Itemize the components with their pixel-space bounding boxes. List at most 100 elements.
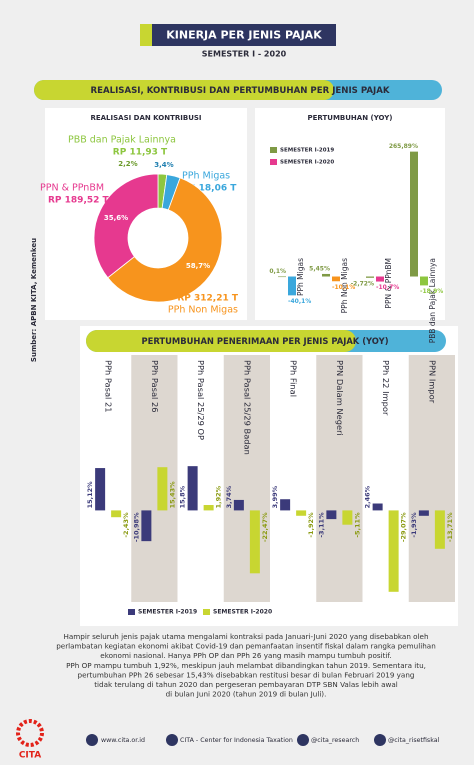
category-label: PPh Pasal 26 (150, 360, 160, 413)
category-label: PPh Pasal 25/29 Badan (242, 360, 252, 455)
column-stripe (223, 355, 270, 602)
bar (376, 276, 384, 282)
instagram-icon (374, 734, 386, 746)
bar (95, 468, 106, 511)
category-label: PPN & PPnBM (384, 258, 393, 309)
category-label: PPN Impor (427, 360, 437, 404)
paragraph-line: tidak terulang di tahun 2020 dan pergese… (94, 680, 398, 689)
bar (280, 499, 291, 511)
bar (372, 503, 383, 511)
bar (388, 510, 399, 592)
legend-swatch (270, 159, 277, 165)
value-label: -40,1% (288, 298, 311, 305)
pie-slice (93, 173, 159, 279)
category-label: PPh Pasal 25/29 OP (196, 360, 206, 440)
category-label: PPh Pasal 21 (104, 360, 114, 413)
bar (296, 510, 307, 516)
value-label: -5,11% (353, 512, 361, 538)
column-stripe (131, 355, 178, 602)
section-pill-accent (34, 80, 334, 100)
paragraph-line: di bulan Juni 2020 (tahun 2019 di bulan … (166, 690, 327, 699)
slice-name: PBB dan Pajak Lainnya (68, 135, 176, 146)
category-label: PPN Dalam Negeri (335, 360, 345, 436)
category-label: PPh Non Migas (340, 258, 349, 313)
value-label: 3,74% (225, 485, 233, 508)
slice-percent: 58,7% (186, 262, 210, 270)
chart-title: PERTUMBUHAN PENERIMAAN PER JENIS PAJAK (… (141, 336, 388, 346)
bar (187, 466, 198, 511)
value-label: 3,99% (271, 485, 279, 508)
chart-title: REALISASI DAN KONTRIBUSI (90, 114, 201, 122)
bar (332, 276, 340, 282)
bar (410, 151, 418, 277)
category-label: PBB dan Pajak Lainnya (428, 258, 437, 343)
value-label: -22,47% (261, 512, 269, 542)
bar (141, 510, 152, 542)
bar (322, 273, 330, 277)
header-ribbon (152, 24, 336, 46)
bar (203, 505, 214, 511)
bar (434, 510, 445, 549)
logo-mark (16, 719, 44, 747)
value-label: 1,92% (215, 485, 223, 508)
chart-title: PERTUMBUHAN (YOY) (308, 114, 393, 122)
slice-percent: 35,6% (104, 214, 128, 222)
value-label: -10,7% (376, 284, 399, 291)
bar (278, 276, 286, 278)
slice-name: PPN & PPnBM (40, 183, 104, 194)
slice-percent: 3,4% (154, 161, 173, 169)
paragraph-line: ekonomi nasional. Hanya PPh OP dan PPh 2… (100, 651, 391, 660)
value-label: 265,89% (389, 143, 418, 150)
twitter-icon (297, 734, 309, 746)
facebook-icon (166, 734, 178, 746)
instagram[interactable]: @cita_risetfiskal (388, 736, 440, 744)
category-label: PPh Migas (296, 258, 305, 296)
value-label: 15,43% (168, 481, 176, 509)
slice-percent: 2,2% (118, 160, 137, 168)
pie-slice (107, 177, 223, 303)
value-label: 15,12% (86, 481, 94, 509)
value-label: 15,8% (179, 485, 187, 508)
value-label: -10,1% (332, 284, 355, 291)
bar (420, 276, 428, 286)
bar (418, 510, 429, 516)
slice-amount: RP 11,93 T (113, 148, 168, 158)
bar (288, 276, 296, 296)
section-title: REALISASI, KONTRIBUSI DAN PERTUMBUHAN PE… (90, 86, 389, 96)
header-title: KINERJA PER JENIS PAJAK (166, 29, 322, 42)
legend-label: SEMESTER I-2019 (138, 609, 197, 616)
slice-amount: RP 312,21 T (177, 294, 239, 304)
website[interactable]: www.cita.or.id (101, 737, 145, 744)
legend-swatch (203, 609, 210, 615)
bar (233, 499, 244, 511)
value-label: -10,98% (132, 512, 140, 542)
value-label: -2,43% (122, 512, 130, 538)
slice-name: PPh Non Migas (168, 305, 238, 316)
paragraph-line: PPh OP mampu tumbuh 1,92%, meskipun jauh… (66, 661, 426, 670)
twitter[interactable]: @cita_research (311, 736, 359, 744)
facebook[interactable]: CITA - Center for Indonesia Taxation (180, 737, 293, 744)
paragraph: Hampir seluruh jenis pajak utama mengala… (56, 632, 436, 699)
source-note: Sumber: APBN KITA, Kemenkeu (30, 238, 38, 362)
legend-label: SEMESTER I-2019 (280, 148, 334, 154)
value-label: -1,92% (307, 512, 315, 538)
bar (157, 467, 168, 511)
value-label: -18,9% (420, 288, 443, 295)
header-subtitle: SEMESTER I - 2020 (202, 50, 287, 59)
category-label: PPh 22 Impor (381, 360, 391, 416)
legend-swatch (128, 609, 135, 615)
value-label: 0,1% (269, 268, 286, 275)
value-label: -2,72% (351, 280, 374, 287)
slice-name: PPh Migas (182, 171, 230, 182)
category-label: PPh Final (289, 360, 299, 397)
legend-swatch (270, 147, 277, 153)
value-label: -3,11% (317, 512, 325, 538)
value-label: 5,45% (309, 265, 330, 272)
logo-text: CITA (19, 751, 41, 761)
paragraph-line: pertumbuhan PPh 26 sebesar 15,43% diseba… (78, 670, 415, 679)
value-label: -13,71% (446, 512, 454, 542)
bar (249, 510, 260, 574)
header-accent (140, 24, 152, 46)
web-icon (86, 734, 98, 746)
